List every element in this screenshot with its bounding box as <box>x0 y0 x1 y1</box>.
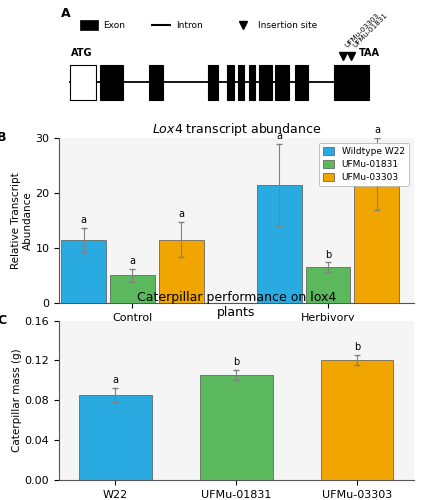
Text: TAA: TAA <box>359 48 380 58</box>
Bar <box>159 240 204 303</box>
Y-axis label: Caterpillar mass (g): Caterpillar mass (g) <box>12 348 22 452</box>
Bar <box>260 65 272 100</box>
Bar <box>70 65 96 100</box>
Bar <box>208 65 218 100</box>
Text: Exon: Exon <box>103 20 125 30</box>
Bar <box>354 174 399 303</box>
Bar <box>79 396 152 480</box>
Text: A: A <box>61 8 70 20</box>
Text: a: a <box>130 256 135 266</box>
Y-axis label: Relative Transcript
Abundance: Relative Transcript Abundance <box>11 172 32 269</box>
Text: a: a <box>374 126 380 136</box>
Title: $\mathit{Lox4}$ transcript abundance: $\mathit{Lox4}$ transcript abundance <box>151 121 321 138</box>
Text: UFMu-01831: UFMu-01831 <box>352 12 389 49</box>
Bar <box>238 65 244 100</box>
Title: Caterpillar performance on lox4
plants: Caterpillar performance on lox4 plants <box>137 292 336 320</box>
Text: a: a <box>276 131 282 141</box>
Text: b: b <box>354 342 360 352</box>
Bar <box>61 240 106 303</box>
Text: a: a <box>113 376 119 386</box>
Bar <box>227 65 234 100</box>
Text: C: C <box>0 314 6 327</box>
Text: b: b <box>233 358 239 368</box>
Bar <box>100 65 123 100</box>
Bar <box>149 65 163 100</box>
Bar <box>295 65 308 100</box>
FancyBboxPatch shape <box>80 20 98 30</box>
Text: ATG: ATG <box>71 48 93 58</box>
Bar <box>257 185 302 303</box>
Bar <box>200 376 273 480</box>
Text: a: a <box>179 210 184 220</box>
Bar <box>110 276 155 303</box>
Bar <box>306 267 351 303</box>
Text: a: a <box>81 215 87 225</box>
Bar <box>321 360 393 480</box>
X-axis label: Treatment: Treatment <box>208 328 265 338</box>
Text: Insertion site: Insertion site <box>257 20 317 30</box>
Bar <box>275 65 289 100</box>
Text: Intron: Intron <box>176 20 203 30</box>
Bar <box>249 65 255 100</box>
Text: UFMu-03303: UFMu-03303 <box>344 12 381 49</box>
Legend: Wildtype W22, UFMu-01831, UFMu-03303: Wildtype W22, UFMu-01831, UFMu-03303 <box>319 142 409 186</box>
Text: B: B <box>0 132 7 144</box>
Text: b: b <box>325 250 331 260</box>
Bar <box>334 65 369 100</box>
